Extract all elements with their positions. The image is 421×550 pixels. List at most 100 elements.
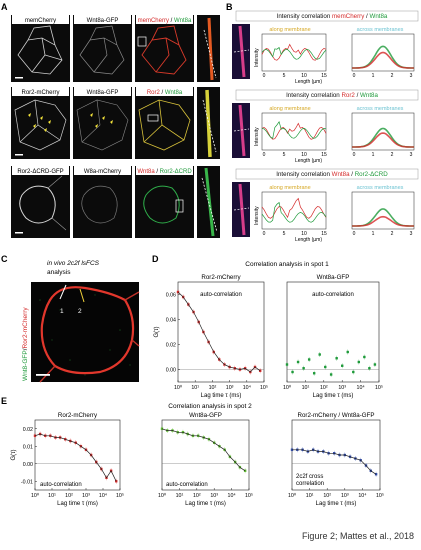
axis-tick-label: 5 [283, 73, 286, 79]
chart-title: Ror2-mCherry [201, 274, 241, 281]
micrograph-merge [135, 15, 194, 82]
title-part: Wnt8a [360, 92, 378, 99]
fit-curve [177, 291, 261, 373]
title-part: / [355, 92, 360, 99]
y-axis-label: G(τ) [11, 449, 17, 460]
cell-outline [141, 25, 187, 75]
panel-letter-e: E [1, 396, 7, 406]
profile-axes [351, 112, 415, 151]
chart-title: Wnt8a-GFP [317, 274, 350, 281]
x-tick-label: 10² [209, 385, 217, 391]
title-part: Intensity correlation [277, 13, 332, 20]
spot-2-label: 2 [78, 308, 82, 315]
panel-c-micrograph: 1 2 [31, 282, 140, 383]
cell-outline [143, 185, 180, 224]
axis-tick-label: 0 [353, 73, 356, 79]
x-tick-label: 10⁵ [116, 493, 124, 499]
x-axis-label: Lag time τ (ms) [185, 501, 226, 507]
membrane-heat [238, 25, 246, 78]
micrograph-wnt8a-gfp [73, 15, 132, 82]
axis-tick-label: 0 [353, 152, 356, 158]
x-tick-label: 10⁵ [245, 493, 253, 499]
panel-b: Intensity correlation memCherry / Wnt8a a… [232, 10, 419, 243]
gauss-red [352, 132, 414, 148]
micrograph-memcherry [11, 15, 70, 82]
dashed-line [233, 207, 250, 211]
arrowheads [90, 113, 113, 128]
plot-frame [34, 419, 121, 491]
x-tick-label: 10¹ [48, 493, 56, 499]
x-tick-label: 10⁵ [375, 385, 383, 391]
profile-axes [261, 112, 327, 151]
title-part: Ror2 [341, 92, 355, 99]
panel-letter-d: D [152, 254, 159, 264]
micrograph-ror2-dcrd-gfp [11, 166, 70, 238]
fit-curve [292, 449, 377, 475]
micrograph-w8a-mcherry [73, 166, 132, 238]
zoom-box [137, 36, 147, 47]
gauss-red [352, 51, 414, 69]
along-membrane-label: along membrane [269, 106, 310, 112]
across-membranes-label: across membranes [357, 27, 404, 33]
x-tick-label: 10³ [210, 493, 218, 499]
cell-outline [47, 175, 67, 231]
y-tick-label: 0.00 [23, 462, 33, 468]
y-axis-label: G(τ) [154, 326, 160, 337]
membrane-heat [238, 183, 246, 236]
cell-outline [17, 25, 63, 75]
title-part: / [350, 171, 355, 178]
title-part: Ror2-ΔCRD [355, 171, 389, 178]
data-point [312, 372, 316, 375]
y-tick-label: 0.01 [23, 444, 33, 450]
cell-outline [79, 25, 125, 75]
data-point [352, 370, 355, 374]
y-tick-label: 0.02 [23, 427, 33, 433]
profile-green [261, 201, 327, 223]
data-point [373, 363, 377, 366]
data-point [346, 350, 349, 354]
data-point [363, 355, 366, 359]
scale-bar [15, 232, 23, 234]
data-point [318, 353, 321, 356]
y-tick-label: -0.01 [21, 479, 33, 485]
fit-curve [34, 433, 117, 482]
cell-outline [14, 99, 67, 151]
x-tick-label: 10¹ [302, 385, 310, 391]
axis-tick-label: 2 [391, 73, 394, 79]
scale-bar [15, 154, 23, 156]
micrograph-merge [135, 87, 194, 159]
green-speckle [39, 294, 131, 376]
scale-bar [15, 77, 23, 79]
correlation-chart: Ror2-mCherry 10⁰ 10¹ 10² 10³ 10⁴ 10⁵ Lag time τ… [154, 274, 268, 399]
panel-a-row-1: memCherry Wnt8a-GFP memCherry / Wnt8a [11, 15, 220, 82]
panel-d-charts: Ror2-mCherry 10⁰ 10¹ 10² 10³ 10⁴ 10⁵ Lag time τ… [154, 274, 383, 399]
x-tick-label: 10² [193, 493, 201, 499]
axis-tick-label: 15 [321, 73, 327, 79]
chart-title: Wnt8a-GFP [189, 412, 222, 419]
scale-bar [36, 374, 50, 376]
gauss-red [352, 215, 414, 227]
along-membrane-label: along membrane [269, 27, 310, 33]
dashed-line [202, 99, 217, 153]
axis-tick-label: 15 [321, 152, 327, 158]
axis-tick-label: 3 [410, 152, 413, 158]
axis-tick-label: 10 [301, 73, 307, 79]
panel-a-row-3: Ror2-ΔCRD-GFP W8a-mCherry Wnt8a / Ror2-Δ… [11, 166, 220, 238]
plot-frame [161, 419, 250, 491]
panel-b-row-title: Intensity correlation Wnt8a / Ror2-ΔCRD [276, 171, 388, 178]
data-point [341, 364, 344, 367]
panel-c-title-line2: analysis [47, 269, 71, 276]
axis-tick-label: 10 [301, 152, 307, 158]
x-tick-label: 10⁰ [174, 385, 182, 391]
correlation-chart: Wnt8a-GFP 10⁰ 10¹ 10² 10³ 10⁴ 10⁵ Lag time τ (m… [283, 274, 383, 399]
row3-label1: Ror2-ΔCRD-GFP [17, 169, 63, 175]
panel-letter-c: C [1, 254, 8, 264]
panel-b-row-title: Intensity correlation Ror2 / Wnt8a [286, 92, 378, 99]
title-frame [235, 89, 419, 101]
axis-tick-label: 2 [391, 231, 394, 237]
chart-annotation: auto-correlation [200, 292, 242, 298]
title-part: Intensity correlation [286, 92, 341, 99]
correlation-chart: Ror2-mCherry 10⁰ 10¹ 10² 10³ 10⁴ 10⁵ Lag time τ… [11, 412, 124, 507]
y-tick-label: 0.04 [166, 318, 176, 324]
